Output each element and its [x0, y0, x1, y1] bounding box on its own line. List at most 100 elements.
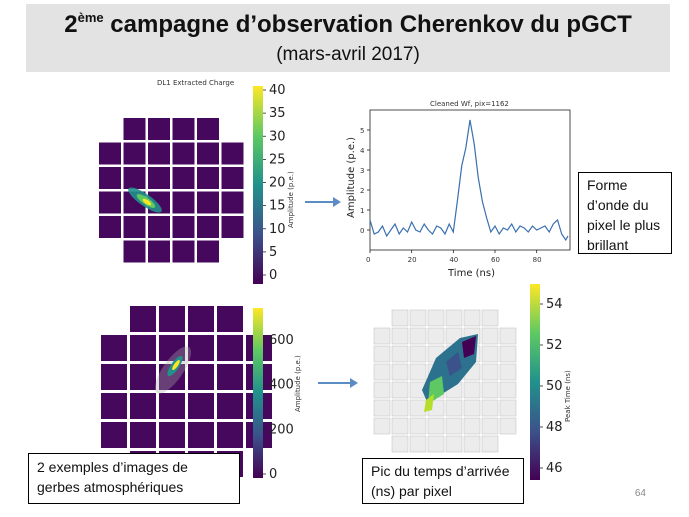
pixel-module	[373, 363, 391, 381]
peak-time-caption-box: Pic du temps d’arrivée (ns) par pixel	[362, 458, 524, 504]
waveform-chart: Cleaned Wf, pix=1162 0 20 40 60 80 0 1 2 3 4 5 Tim…	[346, 100, 571, 279]
camera-module	[217, 364, 243, 390]
caption-line: (ns) par pixel	[371, 483, 452, 499]
camera-module	[123, 142, 146, 165]
camera-module	[197, 142, 219, 165]
pixel-module	[481, 345, 499, 363]
title-band: 2ème campagne d’observation Cherenkov du…	[26, 4, 670, 72]
camera-module	[99, 167, 121, 189]
pixel-module	[391, 309, 409, 327]
charge-figure-title: DL1 Extracted Charge	[157, 79, 234, 87]
pixel-module	[463, 309, 481, 327]
pixel-module	[427, 435, 445, 453]
caption-line: 2 exemples d’images de	[37, 459, 188, 475]
colorbar-tick-label: 20	[269, 176, 286, 191]
camera-module	[159, 306, 185, 332]
colorbar-tick-label: 54	[546, 297, 563, 312]
x-tick-label: 80	[533, 256, 542, 264]
camera-module	[188, 422, 214, 448]
camera-module	[188, 306, 214, 332]
pixel-module	[463, 381, 481, 399]
pixel-module	[445, 309, 463, 327]
camera-module	[148, 240, 170, 263]
colorbar-tick-label: 10	[269, 222, 286, 237]
x-tick-label: 60	[491, 256, 500, 264]
pixel-module	[409, 327, 427, 345]
camera-module	[130, 393, 156, 419]
camera-module	[159, 422, 185, 448]
camera-module	[159, 393, 185, 419]
page-number: 64	[634, 488, 646, 499]
waveform-chart-title: Cleaned Wf, pix=1162	[430, 100, 509, 108]
pixel-module	[463, 399, 481, 417]
camera-module	[123, 118, 146, 140]
pixel-module	[391, 363, 409, 381]
y-tick-label: 5	[360, 127, 364, 135]
pixel-module	[445, 399, 463, 417]
camera-module	[101, 335, 127, 361]
pixel-module	[481, 363, 499, 381]
waveform-axes-frame	[369, 109, 571, 251]
pixel-module	[373, 327, 391, 345]
camera-grid	[101, 306, 272, 477]
camera-module	[130, 364, 156, 390]
image2-colorbar-label: Amplitude (p.e.)	[294, 355, 302, 412]
pixel-module	[499, 363, 517, 381]
image2-colorbar	[253, 308, 263, 478]
camera-module	[172, 240, 195, 263]
pixel-module	[481, 417, 499, 435]
colorbar-tick-label: 200	[269, 422, 294, 437]
pixel-module	[499, 327, 517, 345]
camera-module	[148, 142, 170, 165]
peak-time-colorbar-label: Peak Time (ns)	[564, 370, 572, 422]
pixel-module	[391, 399, 409, 417]
camera-module	[99, 216, 121, 238]
colorbar-tick-label: 46	[546, 461, 563, 476]
camera-module	[123, 216, 146, 238]
peak-time-colorbar	[530, 284, 540, 480]
camera-module	[101, 422, 127, 448]
colorbar-tick-label: 0	[269, 467, 277, 482]
charge-camera-figure: DL1 Extracted Charge 0 5 10 15 20 25 30 35 40 Am…	[99, 79, 295, 284]
caption-line: Forme	[587, 177, 628, 193]
pixel-module	[499, 417, 517, 435]
colorbar-tick-label: 25	[269, 152, 286, 167]
camera-module	[197, 167, 219, 189]
caption-line: Pic du temps d’arrivée	[371, 463, 510, 479]
camera-module	[99, 191, 121, 214]
camera-module	[197, 118, 219, 140]
y-tick-label: 2	[360, 187, 364, 195]
pixel-module	[499, 381, 517, 399]
y-tick-label: 0	[360, 227, 364, 235]
camera-module	[101, 393, 127, 419]
peak-time-figure: 46 48 50 52 54 Peak Time (ns)	[373, 284, 572, 480]
camera-module	[130, 335, 156, 361]
pixel-module	[409, 399, 427, 417]
camera-module	[172, 191, 195, 214]
pixel-module	[445, 435, 463, 453]
camera-module	[148, 167, 170, 189]
pixel-module	[409, 363, 427, 381]
camera-module	[172, 216, 195, 238]
camera-module	[99, 142, 121, 165]
camera-module	[217, 422, 243, 448]
arrow-right-icon	[305, 197, 341, 207]
colorbar-tick-label: 400	[269, 378, 294, 393]
camera-module	[101, 364, 127, 390]
pixel-module	[445, 417, 463, 435]
pixel-module	[499, 345, 517, 363]
camera-module	[217, 306, 243, 332]
caption-line: d’onde du	[587, 197, 649, 213]
shower-blob	[154, 346, 192, 394]
camera-module	[188, 393, 214, 419]
pixel-module	[391, 327, 409, 345]
pixel-module	[463, 417, 481, 435]
pixel-module	[391, 381, 409, 399]
camera-module	[221, 167, 244, 189]
arrow-right-icon	[318, 378, 358, 388]
slide-title: 2ème campagne d’observation Cherenkov du…	[64, 10, 632, 38]
charge-colorbar-label: Amplitude (p.e.)	[287, 171, 295, 228]
camera-module	[123, 167, 146, 189]
waveform-series-line	[369, 119, 569, 242]
waveform-xlabel: Time (ns)	[447, 268, 495, 279]
